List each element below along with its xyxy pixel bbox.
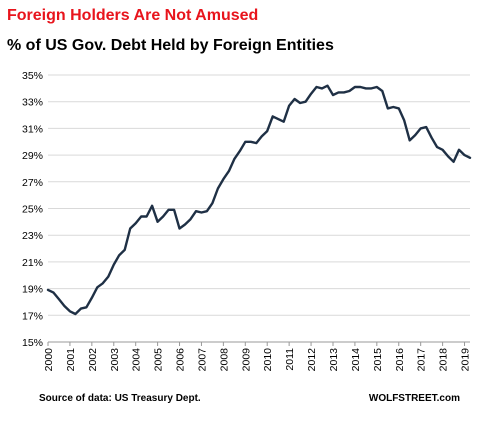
- x-tick-label: 2000: [43, 348, 55, 372]
- chart-subtitle: % of US Gov. Debt Held by Foreign Entiti…: [7, 37, 334, 54]
- x-tick-label: 2008: [218, 348, 230, 372]
- x-axis: 2000 2001 2002 2003 2004 2005 2006 2007 2008 2009…: [43, 341, 472, 372]
- x-tick-label: 2018: [438, 348, 450, 372]
- x-tick-label: 2011: [284, 348, 296, 371]
- x-tick-label: 2005: [153, 348, 165, 372]
- y-tick-label: 27%: [22, 177, 43, 189]
- chart-title: Foreign Holders Are Not Amused: [7, 7, 259, 24]
- y-tick-label: 35%: [22, 70, 43, 82]
- y-tick-label: 17%: [22, 310, 43, 322]
- x-tick-label: 2013: [328, 348, 340, 372]
- x-tick-label: 2001: [65, 348, 77, 372]
- plot-area: [46, 84, 472, 316]
- grid-lines: [48, 74, 470, 343]
- x-tick-label: 2004: [131, 348, 143, 372]
- x-tick-label: 2002: [87, 348, 99, 372]
- x-tick-label: 2006: [175, 348, 187, 372]
- brand-label: WOLFSTREET.com: [368, 393, 460, 404]
- y-tick-label: 21%: [22, 257, 43, 269]
- y-tick-label: 31%: [22, 123, 43, 135]
- y-tick-label: 29%: [22, 150, 43, 162]
- x-tick-label: 2017: [416, 348, 428, 372]
- x-tick-label: 2015: [372, 348, 384, 372]
- x-tick-label: 2019: [460, 348, 472, 372]
- x-tick-label: 2016: [394, 348, 406, 372]
- x-tick-label: 2010: [262, 348, 274, 372]
- y-tick-label: 23%: [22, 230, 43, 242]
- y-tick-label: 33%: [22, 97, 43, 109]
- x-tick-label: 2012: [306, 348, 318, 372]
- y-tick-label: 19%: [22, 284, 43, 296]
- y-tick-label: 25%: [22, 204, 43, 216]
- x-tick-label: 2014: [350, 348, 362, 372]
- y-tick-label: 15%: [22, 337, 43, 349]
- series-line: [46, 84, 472, 316]
- y-axis: 15% 17% 19% 21% 23% 25% 27% 29% 31% 33% 35%: [22, 70, 43, 349]
- x-tick-label: 2007: [196, 348, 208, 372]
- x-tick-label: 2003: [109, 348, 121, 372]
- x-tick-label: 2009: [240, 348, 252, 372]
- source-note: Source of data: US Treasury Dept.: [39, 393, 201, 404]
